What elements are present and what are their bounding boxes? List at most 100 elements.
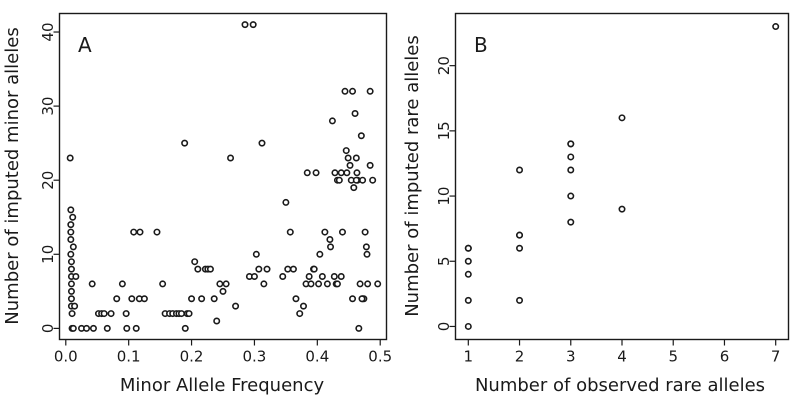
panel-a-data-point bbox=[331, 169, 339, 177]
panel-a-data-point bbox=[128, 295, 136, 303]
panel-a-data-point bbox=[279, 273, 287, 281]
panel-a-data-point bbox=[299, 302, 307, 310]
panel-a-data-point bbox=[191, 258, 199, 266]
panel-a-data-point bbox=[71, 302, 79, 310]
panel-b-data-point bbox=[516, 296, 524, 304]
panel-b-x-tick-label: 7 bbox=[771, 348, 781, 366]
panel-a-data-point bbox=[69, 213, 77, 221]
panel-a-data-point bbox=[366, 87, 374, 95]
panel-a-data-point bbox=[292, 295, 300, 303]
panel-a-data-point bbox=[153, 228, 161, 236]
panel-a-data-point bbox=[67, 235, 75, 243]
panel-a-x-tick-label: 0.2 bbox=[180, 348, 204, 366]
panel-a-data-point bbox=[227, 154, 235, 162]
panel-a-data-point bbox=[136, 228, 144, 236]
panel-a-data-point bbox=[359, 176, 367, 184]
panel-a-data-point bbox=[289, 265, 297, 273]
panel-a-data-point bbox=[107, 310, 115, 318]
panel-a-data-point bbox=[213, 317, 221, 325]
panel-b-data-point bbox=[464, 296, 472, 304]
panel-a-data-point bbox=[328, 117, 336, 125]
panel-a-data-point bbox=[67, 287, 75, 295]
panel-a-data-point bbox=[185, 310, 193, 318]
panel-b-data-point bbox=[567, 218, 575, 226]
panel-a-data-point bbox=[263, 265, 271, 273]
panel-a-y-tick-label: 0 bbox=[39, 324, 57, 334]
panel-a-data-point bbox=[323, 280, 331, 288]
panel-a-data-point bbox=[113, 295, 121, 303]
panel-a-data-point bbox=[284, 265, 292, 273]
panel-a-data-point bbox=[356, 280, 364, 288]
panel-a-y-tick-label: 10 bbox=[39, 245, 57, 264]
panel-a-data-point bbox=[67, 258, 75, 266]
panel-b-points bbox=[464, 23, 780, 330]
panel-a-data-point bbox=[282, 198, 290, 206]
panel-a-data-point bbox=[369, 176, 377, 184]
panel-a-data-point bbox=[338, 228, 346, 236]
panel-a-data-point bbox=[181, 139, 189, 147]
panel-a-x-tick-label: 0.0 bbox=[54, 348, 78, 366]
panel-a-data-point bbox=[318, 273, 326, 281]
panel-b-y-tick-label: 0 bbox=[435, 322, 453, 332]
panel-a-data-point bbox=[252, 250, 260, 258]
panel-a-data-point bbox=[69, 324, 77, 332]
panel-a-data-point bbox=[361, 228, 369, 236]
panel-a-y-tick-label: 40 bbox=[39, 22, 57, 41]
panel-b-data-point bbox=[618, 114, 626, 122]
panel-b-y-tick-label: 5 bbox=[435, 256, 453, 266]
panel-b-data-point bbox=[516, 244, 524, 252]
panel-a-data-point bbox=[333, 280, 341, 288]
panel-a-data-point bbox=[366, 161, 374, 169]
panel-a-data-point bbox=[194, 265, 202, 273]
panel-b-y-tick-label: 10 bbox=[435, 187, 453, 206]
panel-a-data-point bbox=[89, 324, 97, 332]
panel-b-data-point bbox=[567, 166, 575, 174]
panel-a-data-point bbox=[353, 169, 361, 177]
panel-a-data-point bbox=[341, 87, 349, 95]
panel-a-data-point bbox=[352, 176, 360, 184]
panel-a-x-axis: 0.0 0.1 0.2 0.3 0.4 0.5 bbox=[54, 339, 392, 366]
panel-a-data-point bbox=[67, 221, 75, 229]
panel-a-data-point bbox=[250, 273, 258, 281]
panel-a-data-point bbox=[210, 295, 218, 303]
panel-a-data-point bbox=[346, 161, 354, 169]
panel-b-data-point bbox=[516, 231, 524, 239]
panel-a-y-tick-label: 20 bbox=[39, 171, 57, 190]
panel-a-data-point bbox=[159, 280, 167, 288]
panel-a-data-point bbox=[72, 273, 80, 281]
panel-a-data-point bbox=[321, 228, 329, 236]
panel-a-data-point bbox=[303, 169, 311, 177]
panel-a-data-point bbox=[219, 287, 227, 295]
panel-a-data-point bbox=[258, 139, 266, 147]
panel-a-data-point bbox=[316, 250, 324, 258]
panel-a-data-point bbox=[349, 87, 357, 95]
panel-a-data-point bbox=[83, 324, 91, 332]
panel-a-x-tick-label: 0.1 bbox=[117, 348, 141, 366]
panel-b-data-point bbox=[464, 257, 472, 265]
panel-b-data-point bbox=[464, 322, 472, 330]
panel-a-data-point bbox=[67, 228, 75, 236]
panel-b-x-tick-label: 5 bbox=[668, 348, 678, 366]
panel-b: B 1 2 3 4 5 6 7 0 5 10 15 20 Number of observed ra… bbox=[402, 12, 790, 396]
panel-a-x-tick-label: 0.3 bbox=[243, 348, 267, 366]
panel-a-data-point bbox=[255, 265, 263, 273]
panel-a-data-point bbox=[100, 310, 108, 318]
panel-a-x-axis-title: Minor Allele Frequency bbox=[120, 375, 325, 396]
panel-a-data-point bbox=[123, 324, 131, 332]
panel-a-data-point bbox=[69, 243, 77, 251]
panel-a-data-point bbox=[181, 324, 189, 332]
panel-b-data-point bbox=[567, 140, 575, 148]
panel-a-data-point bbox=[67, 280, 75, 288]
panel-a-data-point bbox=[249, 21, 257, 29]
panel-b-y-tick-label: 15 bbox=[435, 121, 453, 140]
panel-b-data-point bbox=[567, 192, 575, 200]
panel-b-x-axis-title: Number of observed rare alleles bbox=[475, 375, 765, 396]
panel-a-data-point bbox=[130, 228, 138, 236]
panel-a-data-point bbox=[206, 265, 214, 273]
panel-a-data-point bbox=[337, 169, 345, 177]
panel-a-data-point bbox=[349, 295, 357, 303]
panel-a-data-point bbox=[188, 295, 196, 303]
panel-b-data-point bbox=[567, 153, 575, 161]
panel-a-data-point bbox=[260, 280, 268, 288]
panel-a-y-tick-label: 30 bbox=[39, 97, 57, 116]
